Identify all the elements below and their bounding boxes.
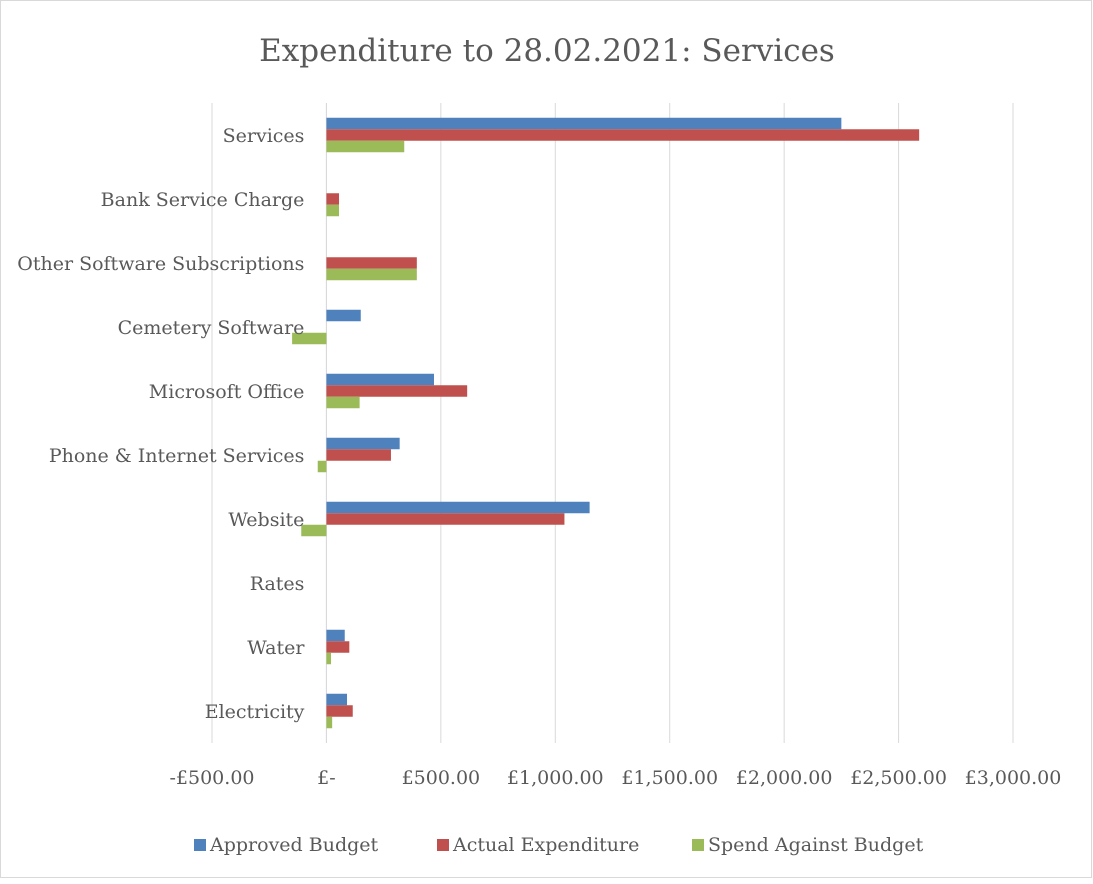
x-tick-label: £1,000.00 (507, 767, 604, 789)
bar-approved-budget-services (326, 117, 842, 130)
x-tick-label: £2,000.00 (736, 767, 833, 789)
legend-label: Approved Budget (209, 834, 379, 856)
x-tick-label: £- (317, 767, 336, 789)
x-tick-label: £3,000.00 (965, 767, 1062, 789)
category-label-website: Website (228, 509, 304, 531)
legend-label: Actual Expenditure (452, 834, 639, 856)
bar-spend-against-budget-cemetery-software (292, 332, 327, 345)
bar-actual-expenditure-services (326, 129, 920, 141)
bar-spend-against-budget-website (301, 524, 327, 537)
legend: Approved Budget Actual Expenditure Spend A… (194, 834, 924, 856)
category-label-phone-internet-services: Phone & Internet Services (49, 445, 305, 467)
x-tick-labels: -£500.00 £- £500.00 £1,000.00 £1,500.00 £2,00… (170, 767, 1062, 789)
legend-item-approved-budget: Approved Budget (194, 834, 379, 856)
bar-actual-expenditure-microsoft-office (326, 385, 468, 397)
category-label-other-software-subscriptions: Other Software Subscriptions (17, 253, 304, 275)
chart-title: Expenditure to 28.02.2021: Services (259, 33, 835, 69)
bar-approved-budget-microsoft-office (326, 373, 434, 386)
category-label-rates: Rates (250, 573, 305, 595)
category-label-cemetery-software: Cemetery Software (118, 317, 305, 339)
legend-item-spend-against-budget: Spend Against Budget (692, 834, 924, 856)
bar-actual-expenditure-electricity (326, 705, 353, 717)
bar-spend-against-budget-electricity (326, 716, 333, 729)
bar-approved-budget-website (326, 501, 590, 514)
bar-spend-against-budget-other-software-subscriptions (326, 268, 417, 281)
bar-approved-budget-phone-internet-services (326, 437, 400, 450)
bar-actual-expenditure-phone-internet-services (326, 449, 391, 461)
legend-swatch (692, 839, 704, 851)
bar-spend-against-budget-phone-internet-services (317, 460, 327, 473)
category-label-water: Water (247, 637, 305, 659)
bar-spend-against-budget-bank-service-charge (326, 204, 340, 217)
category-labels: Services Bank Service Charge Other Softwar… (17, 125, 305, 723)
bar-spend-against-budget-water (326, 652, 332, 665)
bar-approved-budget-cemetery-software (326, 309, 361, 322)
x-tick-label: -£500.00 (170, 767, 255, 789)
bar-approved-budget-water (326, 629, 345, 642)
legend-swatch (437, 839, 449, 851)
bar-actual-expenditure-water (326, 641, 350, 653)
x-tick-label: £500.00 (402, 767, 481, 789)
legend-item-actual-expenditure: Actual Expenditure (437, 834, 639, 856)
legend-swatch (194, 839, 206, 851)
category-label-microsoft-office: Microsoft Office (149, 381, 305, 403)
bars (292, 117, 920, 729)
bar-actual-expenditure-bank-service-charge (326, 193, 340, 205)
bar-actual-expenditure-other-software-subscriptions (326, 257, 417, 269)
bar-actual-expenditure-website (326, 513, 565, 525)
category-label-services: Services (223, 125, 305, 147)
legend-label: Spend Against Budget (708, 834, 924, 856)
x-tick-label: £2,500.00 (850, 767, 947, 789)
category-label-electricity: Electricity (205, 701, 305, 723)
bar-spend-against-budget-microsoft-office (326, 396, 360, 409)
x-tick-label: £1,500.00 (621, 767, 718, 789)
category-label-bank-service-charge: Bank Service Charge (101, 189, 305, 211)
bar-spend-against-budget-services (326, 140, 405, 153)
bar-approved-budget-electricity (326, 693, 348, 706)
